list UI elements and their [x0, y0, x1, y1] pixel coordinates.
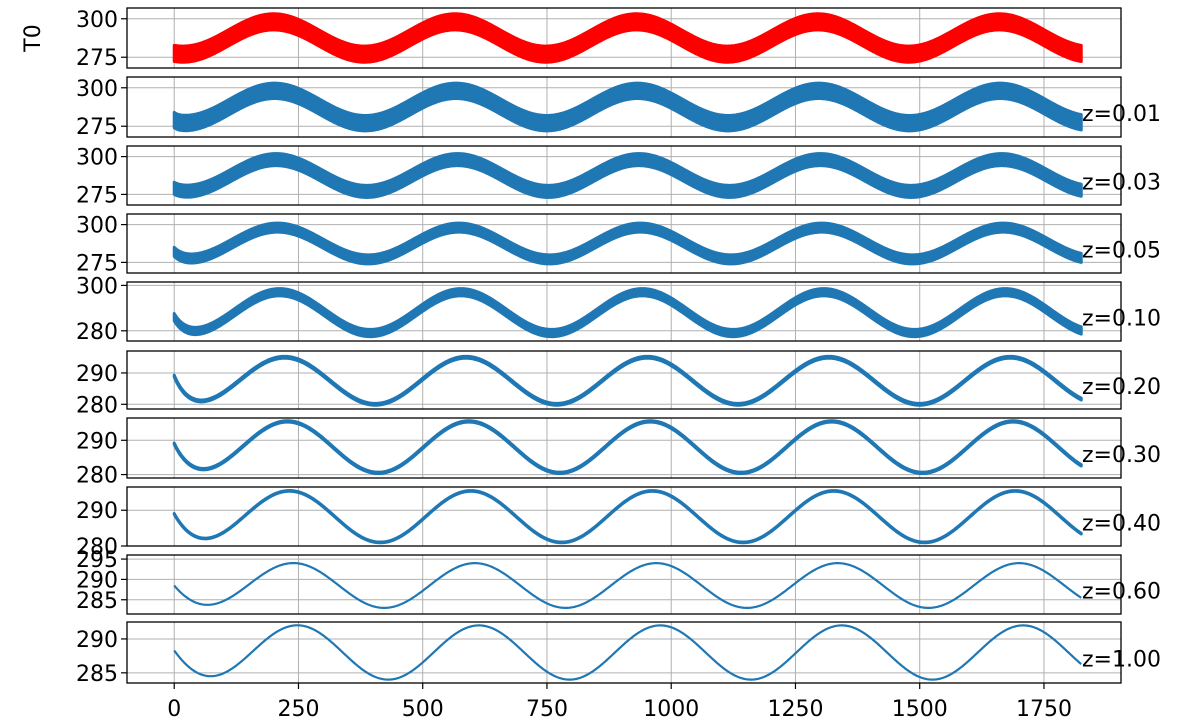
y-tick-label: 285	[76, 662, 118, 687]
axes-frame	[126, 213, 1122, 274]
x-tick-label: 1500	[892, 697, 948, 722]
depth-label: z=0.05	[1082, 239, 1161, 264]
subplot-10: 285 290 z=1.00	[76, 621, 1161, 687]
subplot-5: 280 300 z=0.10	[76, 274, 1161, 344]
axes-frame	[126, 350, 1122, 410]
x-tick-label: 0	[167, 697, 181, 722]
subplot-7: 280 290 z=0.30	[76, 417, 1161, 489]
y-tick-label: 285	[76, 589, 118, 614]
x-tick-label: 1750	[1016, 697, 1072, 722]
series-line	[173, 561, 1082, 609]
depth-label: z=0.30	[1082, 443, 1161, 468]
axes-frame	[126, 417, 1122, 479]
y-tick-label: 290	[76, 568, 118, 593]
series-band	[172, 354, 1083, 407]
depth-label: z=1.00	[1082, 648, 1161, 673]
y-tick-label: 275	[76, 183, 118, 208]
subplot-3: 275 300 z=0.03	[76, 145, 1161, 208]
x-tick-label: 750	[526, 697, 568, 722]
axes-frame	[126, 145, 1122, 206]
subplot-2: 275 300 z=0.01	[76, 76, 1161, 140]
axes-frame	[126, 76, 1122, 138]
subplot-6: 280 290 z=0.20	[76, 350, 1161, 418]
axes-frame	[126, 621, 1122, 684]
y-tick-label: 275	[76, 251, 118, 276]
subplot-4: 275 300 z=0.05	[76, 213, 1161, 276]
depth-label: z=0.20	[1082, 375, 1161, 400]
y-tick-label: 280	[76, 464, 118, 489]
y-axis-label: T0	[21, 24, 46, 52]
x-tick-label: 250	[277, 697, 319, 722]
y-tick-label: 300	[76, 214, 118, 239]
y-tick-label: 290	[76, 429, 118, 454]
axes-frame	[126, 281, 1122, 342]
y-tick-label: 290	[76, 628, 118, 653]
shared-x-axis: 0 250 500 750 1000 1250 1500 1750	[167, 683, 1072, 722]
y-tick-label: 290	[76, 362, 118, 387]
x-tick-label: 1000	[643, 697, 699, 722]
y-tick-label: 290	[76, 499, 118, 524]
y-tick-label: 300	[76, 8, 118, 33]
axes-frame	[126, 554, 1122, 615]
depth-label: z=0.10	[1082, 307, 1161, 332]
series-band	[172, 81, 1083, 133]
axes-frame	[126, 486, 1122, 547]
series-band	[172, 419, 1083, 476]
series-band	[172, 489, 1083, 545]
subplot-1: 275 300 T0	[21, 7, 1122, 71]
y-tick-label: 280	[76, 535, 118, 560]
y-tick-label: 280	[76, 393, 118, 418]
y-tick-label: 280	[76, 320, 118, 345]
y-tick-label: 275	[76, 115, 118, 140]
depth-label: z=0.40	[1082, 512, 1161, 537]
y-tick-label: 300	[76, 77, 118, 102]
series-line	[173, 624, 1082, 681]
series-band	[172, 287, 1083, 339]
y-tick-label: 300	[76, 146, 118, 171]
y-tick-label: 300	[76, 274, 118, 299]
depth-label: z=0.01	[1082, 102, 1161, 127]
axes-frame	[126, 7, 1122, 69]
y-tick-label: 295	[76, 548, 118, 573]
subplot-8: 280 290 z=0.40	[76, 486, 1161, 560]
y-tick-label: 275	[76, 46, 118, 71]
series-band	[172, 221, 1083, 266]
x-tick-label: 1250	[767, 697, 823, 722]
x-tick-label: 500	[402, 697, 444, 722]
subplot-stack: 275300T0275300z=0.01275300z=0.03275300z=…	[21, 7, 1161, 687]
depth-label: z=0.03	[1082, 171, 1161, 196]
series-band	[172, 152, 1083, 199]
depth-label: z=0.60	[1082, 580, 1161, 605]
series-band	[172, 12, 1083, 64]
